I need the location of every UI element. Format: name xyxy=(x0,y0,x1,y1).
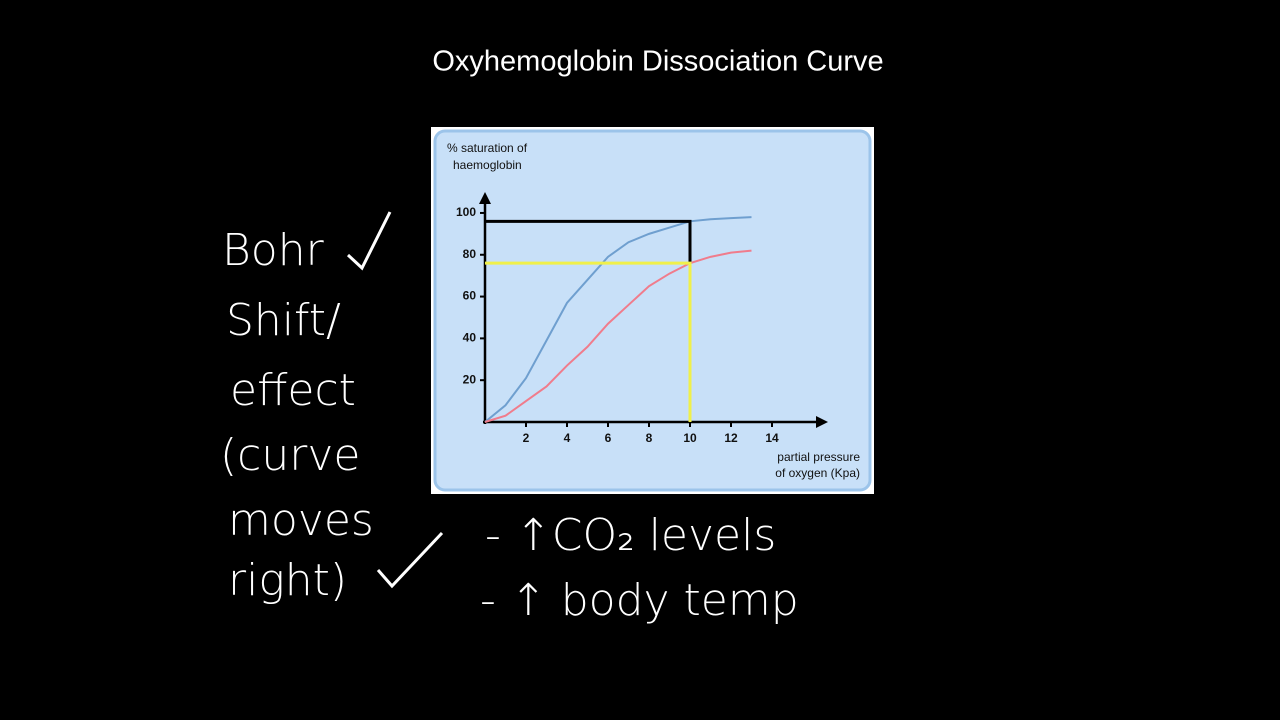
y-tick-label: 100 xyxy=(456,205,476,219)
x-axis-label: partial pressure xyxy=(777,450,860,464)
x-tick-label: 4 xyxy=(564,431,571,445)
x-tick-label: 10 xyxy=(683,431,697,445)
guide-line xyxy=(485,261,692,422)
x-tick-label: 12 xyxy=(724,431,738,445)
note: right) xyxy=(228,555,347,606)
panel xyxy=(433,129,872,492)
plot: 20 40 60 80 100 2 4 6 8 10 12 14 xyxy=(456,205,779,445)
checkmark xyxy=(346,211,392,271)
checkmark xyxy=(376,531,444,589)
y-tick-label: 40 xyxy=(463,331,477,345)
x-tick-label: 6 xyxy=(605,431,612,445)
x-arrow xyxy=(816,416,828,428)
curve xyxy=(484,216,752,423)
curve xyxy=(484,249,752,423)
note: - ↑CO₂ levels xyxy=(485,510,776,561)
y-tick-label: 80 xyxy=(463,247,477,261)
note: Shift/ xyxy=(226,295,341,346)
note: - ↑ body temp xyxy=(480,575,799,626)
slide-title: Oxyhemoglobin Dissociation Curve xyxy=(432,46,883,78)
y-tick-label: 60 xyxy=(463,289,477,303)
note: moves xyxy=(228,495,374,546)
x-tick-label: 2 xyxy=(523,431,530,445)
y-axis-label: haemoglobin xyxy=(453,158,522,172)
y-axis-label: % saturation of xyxy=(447,141,528,155)
y-arrow xyxy=(479,192,491,204)
x-tick-label: 14 xyxy=(765,431,779,445)
note: effect xyxy=(230,365,356,416)
note: (curve xyxy=(220,430,360,481)
note: Bohr xyxy=(222,225,325,276)
y-tick-label: 20 xyxy=(463,372,477,386)
x-axis-label: of oxygen (Kpa) xyxy=(775,466,860,480)
x-tick-label: 8 xyxy=(646,431,653,445)
